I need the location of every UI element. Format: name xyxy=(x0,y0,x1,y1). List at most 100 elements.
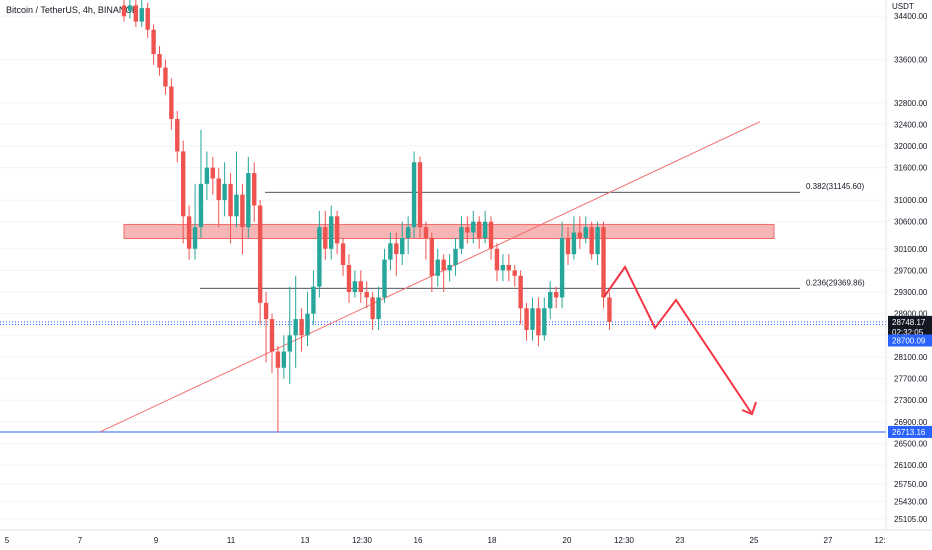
price-tick-label: 25750.00 xyxy=(894,480,928,489)
candle-body xyxy=(500,265,506,271)
candle-body xyxy=(334,216,340,244)
candle-body xyxy=(423,227,429,238)
candle-body xyxy=(311,286,316,314)
candle-body xyxy=(340,243,346,265)
time-tick-label: 20 xyxy=(563,536,572,545)
projection-arrowhead xyxy=(741,401,757,416)
candle-body xyxy=(346,265,352,293)
candle-body xyxy=(145,8,150,30)
time-tick-label: 12:30 xyxy=(614,536,635,545)
candle-body xyxy=(394,243,399,255)
candle-body xyxy=(216,178,221,201)
fib-level-label: 0.236(29369.86) xyxy=(806,278,865,287)
current-price-tag: 28748.17 xyxy=(892,318,926,327)
candle-body xyxy=(512,270,517,276)
price-tick-label: 27300.00 xyxy=(894,396,928,405)
candle-body xyxy=(305,313,310,336)
candles[interactable] xyxy=(121,0,612,433)
candle-body xyxy=(370,297,375,320)
price-tick-label: 29700.00 xyxy=(894,266,928,275)
candle-body xyxy=(181,151,186,217)
resistance-zone xyxy=(123,223,775,240)
candle-body xyxy=(175,118,180,152)
candle-body xyxy=(204,167,210,184)
price-tick-label: 32800.00 xyxy=(894,99,928,108)
time-tick-label: 5 xyxy=(5,536,10,545)
fib-level-label: 0.382(31145.60) xyxy=(806,182,864,191)
candle-body xyxy=(139,8,144,22)
time-tick-label: 16 xyxy=(414,536,423,545)
candle-body xyxy=(548,292,553,309)
candle-body xyxy=(482,221,488,238)
candle-body xyxy=(506,265,511,271)
candle-body xyxy=(269,319,275,352)
time-tick-label: 23 xyxy=(676,536,685,545)
candle-body xyxy=(494,248,500,271)
candle-body xyxy=(536,308,541,336)
candle-body xyxy=(234,194,239,217)
countdown-tag: 02:32:05 xyxy=(892,328,924,337)
candle-body xyxy=(400,237,405,255)
candle-body xyxy=(553,292,559,298)
candle-body xyxy=(358,281,363,293)
candle-body xyxy=(257,205,263,303)
candle-body xyxy=(186,216,192,249)
candle-body xyxy=(595,227,600,255)
candle-body xyxy=(453,248,458,265)
candle-body xyxy=(417,162,423,228)
candle-body xyxy=(157,54,162,68)
price-tick-label: 25430.00 xyxy=(894,497,928,506)
current-price-tag-bg xyxy=(888,315,932,338)
price-axis[interactable]: USDT 34400.00 33600.00 32800.00 32400.00 320… xyxy=(885,0,928,530)
candle-body xyxy=(287,335,292,352)
candle-body xyxy=(246,173,251,228)
candle-body xyxy=(151,29,156,55)
time-tick-label: 12:30 xyxy=(352,536,373,545)
candle-body xyxy=(405,227,411,238)
candle-body xyxy=(376,297,381,320)
candle-body xyxy=(524,308,529,330)
candle-body xyxy=(530,308,535,330)
candle-body xyxy=(121,5,127,17)
price-tick-label: 29300.00 xyxy=(894,288,928,297)
candle-body xyxy=(441,259,446,271)
price-tick-label: 30600.00 xyxy=(894,218,928,227)
support-tag-bg xyxy=(888,425,932,438)
candle-body xyxy=(222,183,227,201)
time-tick-label: 7 xyxy=(78,536,83,545)
price-tick-label: 28900.00 xyxy=(894,310,928,319)
candle-body xyxy=(388,243,393,260)
candle-body xyxy=(429,237,435,276)
candle-body xyxy=(240,194,245,228)
candle-body xyxy=(293,319,298,336)
candle-body xyxy=(263,302,269,320)
time-axis[interactable]: 5 7 9 11 13 12:30 16 18 20 12:30 23 25 27 12: xyxy=(0,529,932,545)
price-tick-label: 31600.00 xyxy=(894,164,928,173)
trendline xyxy=(99,121,761,433)
candle-body xyxy=(465,227,470,233)
candle-body xyxy=(542,308,547,336)
candle-body xyxy=(352,281,358,293)
candle-body xyxy=(518,275,523,309)
price-tick-label: 26100.00 xyxy=(894,461,928,470)
candle-body xyxy=(127,5,133,11)
candle-body xyxy=(228,183,233,217)
candle-body xyxy=(411,162,417,228)
price-tick-label: 30100.00 xyxy=(894,245,928,254)
time-tick-label: 18 xyxy=(488,536,497,545)
candle-body xyxy=(607,297,612,322)
candle-body xyxy=(210,167,215,179)
candle-body xyxy=(275,351,281,368)
candle-body xyxy=(133,5,139,22)
symbol-title: Bitcoin / TetherUS, 4h, BINANCE xyxy=(6,5,138,15)
candle-body xyxy=(565,237,571,255)
time-tick-label: 12: xyxy=(874,536,885,545)
projection-path xyxy=(603,265,753,415)
candle-body xyxy=(192,227,198,249)
overlays-back: 0.382(31145.60) 0.236(29369.86) xyxy=(0,121,886,433)
candle-body xyxy=(169,86,174,119)
price-tick-label: 26500.00 xyxy=(894,439,928,448)
price-tick-label: 32400.00 xyxy=(894,120,928,129)
